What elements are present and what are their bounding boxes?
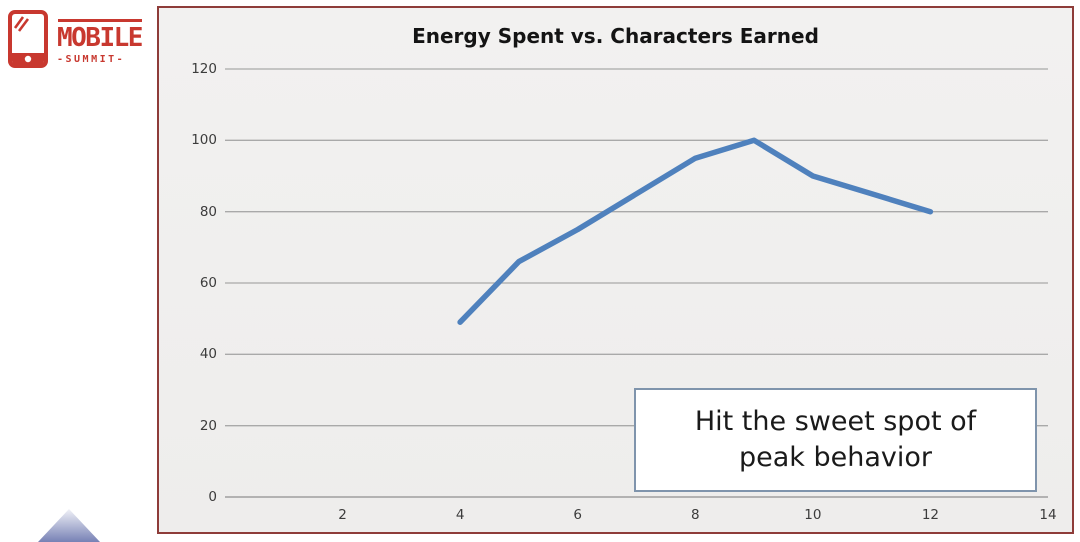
line-plot: [225, 68, 1048, 498]
logo-text: MOBILE -SUMMIT-: [57, 10, 143, 66]
data-line-characters-earned: [457, 137, 934, 325]
y-axis-tick-label-100: 100: [191, 132, 217, 149]
y-axis-tick-label-0: 0: [208, 489, 217, 505]
callout-line-2: peak behavior: [738, 442, 932, 473]
x-axis-tick-label-14: 14: [1039, 507, 1057, 523]
y-axis-tick-label-40: 40: [199, 346, 217, 363]
logo-overline: [58, 19, 142, 22]
decorative-triangle: [38, 509, 100, 542]
logo-title: MOBILE: [57, 23, 143, 53]
x-axis-tick-label-10: 10: [804, 507, 822, 523]
callout-box: Hit the sweet spot of peak behavior: [634, 388, 1037, 492]
callout-text: Hit the sweet spot of peak behavior: [695, 404, 976, 475]
y-axis-tick-label-60: 60: [199, 275, 217, 291]
y-axis-tick-label-80: 80: [199, 203, 217, 220]
x-axis-tick-label-8: 8: [690, 507, 700, 523]
y-axis-tick-label-20: 20: [199, 417, 217, 434]
chart-frame: Energy Spent vs. Characters Earned Hit t…: [157, 6, 1074, 534]
y-axis-tick-label-120: 120: [191, 61, 217, 77]
mobile-summit-logo: MOBILE -SUMMIT-: [8, 10, 143, 68]
callout-line-1: Hit the sweet spot of: [694, 406, 977, 438]
phone-icon: [8, 10, 48, 68]
x-axis-tick-label-12: 12: [921, 507, 940, 523]
x-axis-tick-label-4: 4: [455, 507, 465, 523]
logo-subtitle: -SUMMIT-: [57, 54, 126, 66]
chart-title: Energy Spent vs. Characters Earned: [412, 24, 819, 48]
x-axis-tick-label-2: 2: [338, 507, 347, 523]
x-axis-tick-label-6: 6: [573, 507, 582, 523]
